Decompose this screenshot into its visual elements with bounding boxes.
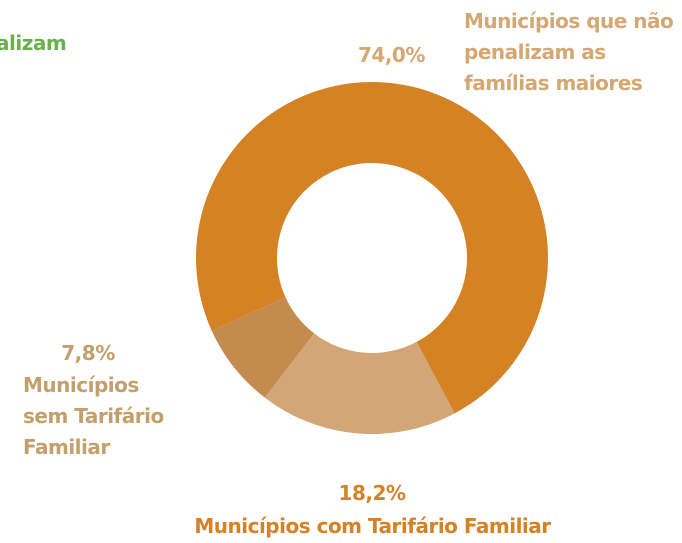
slice: [196, 82, 549, 414]
category-label: Municípios com Tarifário Familiar: [194, 514, 551, 538]
value-label: 18,2%: [338, 481, 406, 505]
slice: [264, 333, 455, 434]
slice: [211, 297, 315, 398]
value-label: 7,8%: [61, 341, 115, 365]
annotation: alizam: [0, 31, 67, 55]
category-label: Municípios sem Tarifário Familiar: [23, 373, 164, 459]
value-label: 74,0%: [358, 43, 425, 67]
category-label: Municípios que não penalizam as famílias…: [464, 9, 674, 95]
